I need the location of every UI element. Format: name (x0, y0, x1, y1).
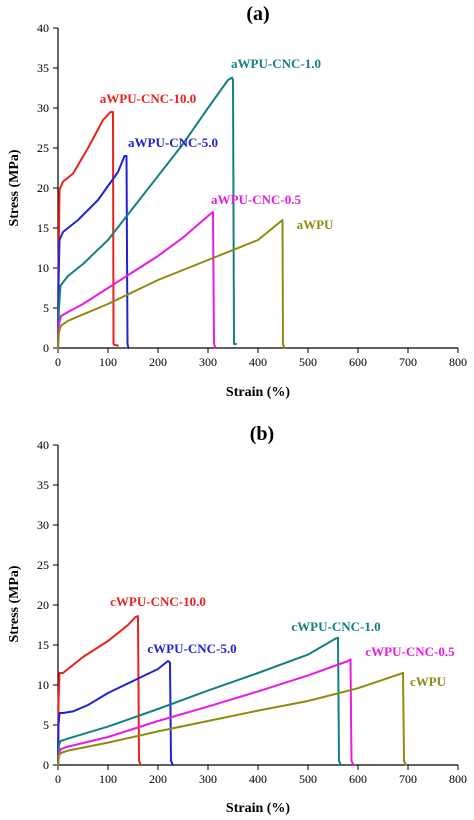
panel-a-y-tick-label: 40 (37, 21, 49, 35)
panel-a-label: (a) (246, 3, 269, 25)
panel-a-x-tick-label: 200 (149, 355, 167, 369)
panel-b-x-tick-label: 300 (199, 772, 217, 786)
panel-b-x-tick-label: 400 (249, 772, 267, 786)
panel-b-y-tick-label: 20 (37, 598, 49, 612)
series-label-cwpu-cnc-10: cWPU-CNC-10.0 (110, 594, 206, 609)
panel-a-x-tick-label: 100 (99, 355, 117, 369)
series-label-awpu-cnc-5: aWPU-CNC-5.0 (128, 135, 218, 150)
series-label-awpu: aWPU (297, 217, 334, 232)
series-label-awpu-cnc-1: aWPU-CNC-1.0 (231, 56, 321, 71)
panel-a-y-tick-label: 10 (37, 261, 49, 275)
panel-b-x-tick-label: 600 (349, 772, 367, 786)
panel-b-y-tick-label: 40 (37, 438, 49, 452)
series-line-cwpu-cnc-5-0 (57, 660, 174, 766)
series-label-cwpu: cWPU (410, 674, 447, 689)
panel-b-y-tick-label: 10 (37, 678, 49, 692)
panel-b-y-tick-label: 30 (37, 518, 49, 532)
panel-a-axes: 0 100 200 300 400 500 600 700 800 0 5 10 15 20 25 30 35 4… (37, 21, 467, 369)
panel-a-x-tick-label: 0 (55, 355, 61, 369)
panel-b-x-tick-label: 800 (449, 772, 467, 786)
panel-b-label: (b) (250, 423, 274, 445)
series-line-cwpu-cnc-0-5 (57, 658, 355, 766)
panel-a-x-tick-label: 800 (449, 355, 467, 369)
panel-a-x-tick-label: 600 (349, 355, 367, 369)
panel-a-y-tick-label: 25 (37, 141, 49, 155)
panel-a-y-tick-label: 20 (37, 181, 49, 195)
series-label-awpu-cnc-0-5: aWPU-CNC-0.5 (211, 192, 301, 207)
series-line-awpu (57, 219, 286, 349)
series-line-cwpu (57, 672, 407, 766)
panel-b-axes: 0 100 200 300 400 500 600 700 800 0 5 10 15 20 25 30 35 4… (37, 438, 467, 786)
panel-b-x-tick-label: 500 (299, 772, 317, 786)
series-label-cwpu-cnc-0-5: cWPU-CNC-0.5 (365, 644, 455, 659)
panel-b-x-axis-title: Strain (%) (226, 801, 291, 816)
panel-a-curves (57, 76, 286, 349)
series-line-awpu-cnc-0-5 (57, 211, 217, 349)
series-line-cwpu-cnc-10-0 (57, 615, 142, 766)
panel-b: (b) 0 100 200 300 400 500 600 700 800 0 5 10 15 20 25 3… (7, 423, 467, 816)
panel-b-y-tick-label: 0 (43, 758, 49, 772)
series-label-awpu-cnc-10: aWPU-CNC-10.0 (100, 91, 196, 106)
panel-b-x-tick-label: 0 (55, 772, 61, 786)
panel-a-x-axis-title: Strain (%) (226, 385, 291, 400)
panel-b-y-axis-title: Stress (MPa) (7, 565, 22, 642)
panel-b-x-tick-label: 700 (399, 772, 417, 786)
series-line-awpu-cnc-1-0 (57, 76, 237, 349)
panel-b-x-tick-label: 200 (149, 772, 167, 786)
panel-b-y-tick-label: 5 (43, 718, 49, 732)
panel-b-y-tick-label: 25 (37, 558, 49, 572)
panel-a-y-axis-title: Stress (MPa) (7, 149, 22, 226)
panel-a-y-tick-label: 5 (43, 301, 49, 315)
panel-a-x-tick-label: 300 (199, 355, 217, 369)
panel-b-y-tick-label: 35 (37, 478, 49, 492)
panel-a-y-tick-label: 30 (37, 101, 49, 115)
panel-b-y-tick-label: 15 (37, 638, 49, 652)
panel-a-y-tick-label: 0 (43, 341, 49, 355)
panel-b-curves (57, 615, 407, 766)
panel-a: (a) 0 100 200 300 400 500 600 700 800 0 5 10 15 20 25 3… (7, 3, 467, 400)
series-line-cwpu-cnc-1-0 (57, 636, 342, 766)
panel-a-x-tick-label: 400 (249, 355, 267, 369)
panel-a-x-tick-label: 500 (299, 355, 317, 369)
series-label-cwpu-cnc-1: cWPU-CNC-1.0 (291, 619, 380, 634)
panel-a-y-tick-label: 35 (37, 61, 49, 75)
series-line-awpu-cnc-10-0 (57, 111, 119, 349)
series-line-awpu-cnc-5-0 (57, 155, 130, 349)
panel-a-x-tick-label: 700 (399, 355, 417, 369)
panel-b-x-tick-label: 100 (99, 772, 117, 786)
panel-a-y-tick-label: 15 (37, 221, 49, 235)
series-label-cwpu-cnc-5: cWPU-CNC-5.0 (147, 641, 236, 656)
